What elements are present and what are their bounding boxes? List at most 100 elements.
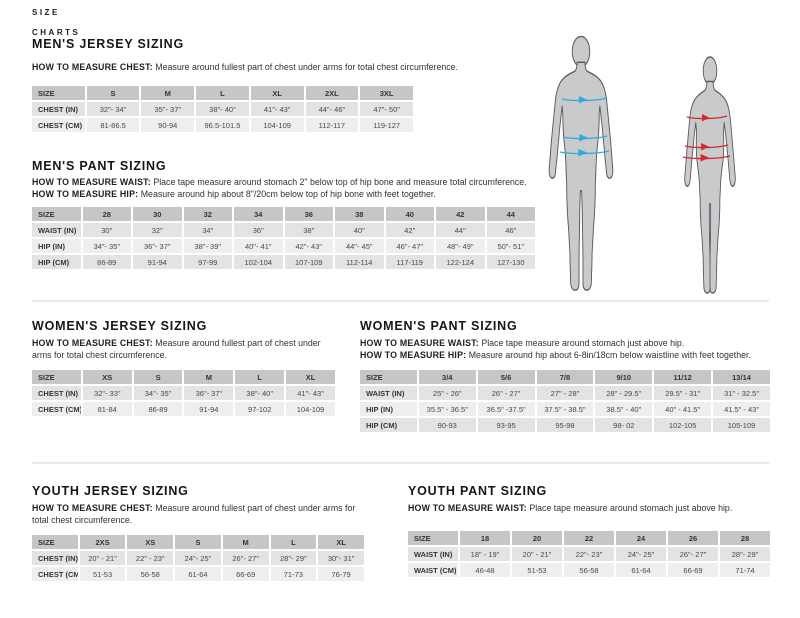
howto-label: HOW TO MEASURE CHEST: <box>32 338 153 348</box>
female-chest-measure-arrow <box>686 114 728 122</box>
table-cell: 107-109 <box>284 255 333 269</box>
howto-text: Measure around fullest part of chest und… <box>32 503 356 525</box>
table-cell: 36" <box>234 223 283 237</box>
table-cell: 90-93 <box>418 418 476 432</box>
table-header-cell: S <box>133 370 183 384</box>
womens-jersey-title: WOMEN'S JERSEY SIZING <box>32 319 208 333</box>
table-cell: 38"- 40" <box>235 386 285 400</box>
table-header-cell: 38 <box>335 207 384 221</box>
table-corner-cell: SIZE <box>32 86 85 100</box>
male-waist-measure-arrow <box>562 134 608 142</box>
table-row: CHEST (CM) 81-84 86-89 91-94 97-102 104-109 <box>32 402 335 416</box>
table-header-row: SIZE XS S M L XL <box>32 370 335 384</box>
female-hip-measure-arrow <box>682 154 731 162</box>
table-row: HIP (IN) 35.5" - 36.5" 36.5" -37.5" 37.5" -… <box>360 402 770 416</box>
table-cell: 20" - 21" <box>512 547 562 561</box>
table-cell: 56-58 <box>564 563 614 577</box>
table-cell: 28" - 29.5" <box>595 386 653 400</box>
table-cell: 40" - 41.5" <box>654 402 712 416</box>
table-header-cell: 3/4 <box>418 370 476 384</box>
table-corner-cell: SIZE <box>32 370 81 384</box>
table-cell: 104-109 <box>250 118 304 132</box>
table-cell: 36"- 37" <box>133 239 182 253</box>
table-header-cell: XL <box>250 86 304 100</box>
table-header-row: SIZE 28 30 32 34 36 38 40 42 44 <box>32 207 535 221</box>
table-header-cell: XL <box>286 370 335 384</box>
youth-pant-table: SIZE 18 20 22 24 26 28 WAIST (IN) 18" - 19" 20" -… <box>406 529 772 579</box>
section-divider <box>32 462 769 464</box>
table-cell: 42"- 43" <box>284 239 333 253</box>
table-cell: 119-127 <box>360 118 413 132</box>
table-cell: 96.5-101.5 <box>196 118 249 132</box>
table-cell: 46-48 <box>460 563 510 577</box>
table-cell: 31" - 32.5" <box>713 386 770 400</box>
table-cell: 44"- 45" <box>335 239 384 253</box>
womens-pant-howto: HOW TO MEASURE WAIST: Place tape measure… <box>360 337 780 361</box>
table-cell: 30" <box>82 223 131 237</box>
table-cell: 66-69 <box>668 563 718 577</box>
table-row: CHEST (IN) 32"- 34" 35"- 37" 38"- 40" 41"- 4… <box>32 102 413 116</box>
table-header-cell: 36 <box>284 207 333 221</box>
table-cell: 34" <box>183 223 232 237</box>
table-cell: 28"- 29" <box>270 551 317 565</box>
womens-pant-table: SIZE 3/4 5/6 7/8 9/10 11/12 13/14 WAIST (IN) 25"… <box>358 368 772 434</box>
table-cell: 44" <box>436 223 485 237</box>
howto-label: HOW TO MEASURE HIP: <box>32 189 139 199</box>
youth-pant-howto: HOW TO MEASURE WAIST: Place tape measure… <box>408 502 778 514</box>
row-label-cell: HIP (CM) <box>360 418 417 432</box>
table-row: HIP (IN) 34"- 35" 36"- 37" 38"- 39" 40"- 41"… <box>32 239 535 253</box>
mens-pant-title: MEN'S PANT SIZING <box>32 159 167 173</box>
table-cell: 29.5" - 31" <box>654 386 712 400</box>
mens-jersey-howto: HOW TO MEASURE CHEST: Measure around ful… <box>32 61 592 73</box>
table-cell: 61-64 <box>616 563 666 577</box>
table-cell: 34"- 35" <box>133 386 183 400</box>
row-label-cell: WAIST (IN) <box>408 547 458 561</box>
female-body-silhouette <box>684 56 736 294</box>
table-header-cell: L <box>196 86 249 100</box>
table-header-cell: 28 <box>82 207 131 221</box>
table-cell: 97-102 <box>235 402 285 416</box>
table-cell: 104-109 <box>286 402 335 416</box>
male-hip-measure-arrow <box>559 149 610 157</box>
female-waist-measure-arrow <box>684 143 729 151</box>
table-header-row: SIZE 3/4 5/6 7/8 9/10 11/12 13/14 <box>360 370 770 384</box>
page-kicker: SIZE CHARTS <box>32 8 80 38</box>
table-cell: 112-117 <box>305 118 359 132</box>
table-header-cell: 44 <box>486 207 535 221</box>
table-cell: 48"- 49" <box>436 239 485 253</box>
table-header-cell: M <box>184 370 234 384</box>
table-cell: 91-94 <box>184 402 234 416</box>
table-cell: 41"- 43" <box>286 386 335 400</box>
table-row: HIP (CM) 86-89 91-94 97-99 102-104 107-109 112… <box>32 255 535 269</box>
table-header-cell: 18 <box>460 531 510 545</box>
howto-text: Place tape measure around stomach just a… <box>478 338 685 348</box>
table-header-row: SIZE 2XS XS S M L XL <box>32 535 364 549</box>
table-cell: 56-58 <box>127 567 174 581</box>
table-header-cell: L <box>270 535 317 549</box>
table-cell: 86-89 <box>133 402 183 416</box>
table-row: WAIST (CM) 46-48 51-53 56-58 61-64 66-69 71-74 <box>408 563 770 577</box>
table-cell: 32"- 34" <box>86 102 140 116</box>
table-row: HIP (CM) 90-93 93-95 95-98 98- 02 102-105 105-… <box>360 418 770 432</box>
table-cell: 127-130 <box>486 255 535 269</box>
youth-pant-title: YOUTH PANT SIZING <box>408 484 548 498</box>
table-header-cell: M <box>141 86 195 100</box>
howto-text: Measure around fullest part of chest und… <box>32 338 321 360</box>
table-cell: 47"- 50" <box>360 102 413 116</box>
table-cell: 41"- 43" <box>250 102 304 116</box>
table-cell: 37.5" - 38.5" <box>536 402 594 416</box>
table-row: WAIST (IN) 25" - 26" 26" - 27" 27" - 28" 28"… <box>360 386 770 400</box>
row-label-cell: CHEST (IN) <box>32 102 85 116</box>
table-cell: 27" - 28" <box>536 386 594 400</box>
table-header-cell: 26 <box>668 531 718 545</box>
howto-label: HOW TO MEASURE CHEST: <box>32 62 153 72</box>
row-label-cell: WAIST (IN) <box>360 386 417 400</box>
table-corner-cell: SIZE <box>360 370 417 384</box>
howto-text: Measure around hip about 8"/20cm below t… <box>138 189 436 199</box>
howto-text: Place tape measure around stomach 2" bel… <box>150 177 527 187</box>
table-cell: 51-53 <box>79 567 126 581</box>
table-corner-cell: SIZE <box>32 535 78 549</box>
table-row: CHEST (CM) 81-86.5 90-94 96.5-101.5 104-109 1… <box>32 118 413 132</box>
table-cell: 36"- 37" <box>184 386 234 400</box>
youth-jersey-title: YOUTH JERSEY SIZING <box>32 484 189 498</box>
